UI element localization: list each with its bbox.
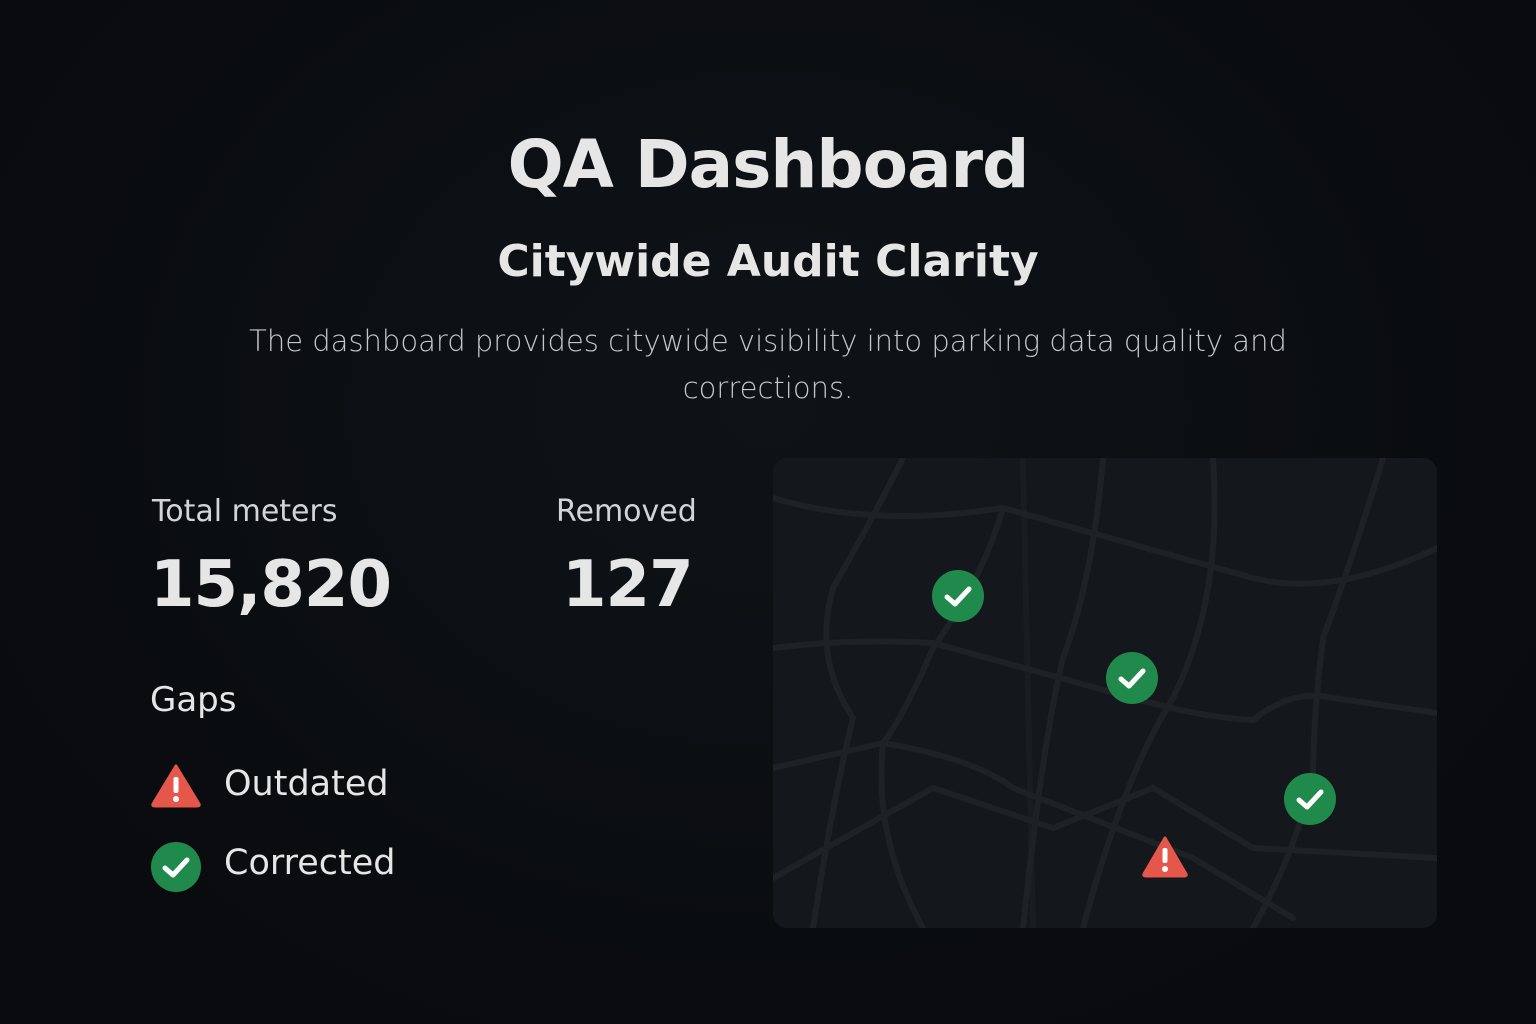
stat-label: Removed [556,494,697,529]
map-marker [1106,652,1158,704]
map-marker [932,570,984,622]
stat-value: 15,820 [150,548,392,622]
title: QA Dashboard [507,126,1030,203]
map-marker [1284,773,1336,825]
description: The dashboard provides citywide visibili… [249,324,1287,405]
legend-item: Corrected [224,843,396,883]
map-marker [1142,836,1188,878]
warning-icon [151,764,201,808]
subtitle: Citywide Audit Clarity [497,236,1039,287]
legend-item: Outdated [224,764,389,804]
stat-value: 127 [562,548,694,622]
map [773,458,1437,928]
stat-label: Total meters [152,494,338,529]
check-icon [151,842,201,892]
gaps-title: Gaps [150,680,237,720]
